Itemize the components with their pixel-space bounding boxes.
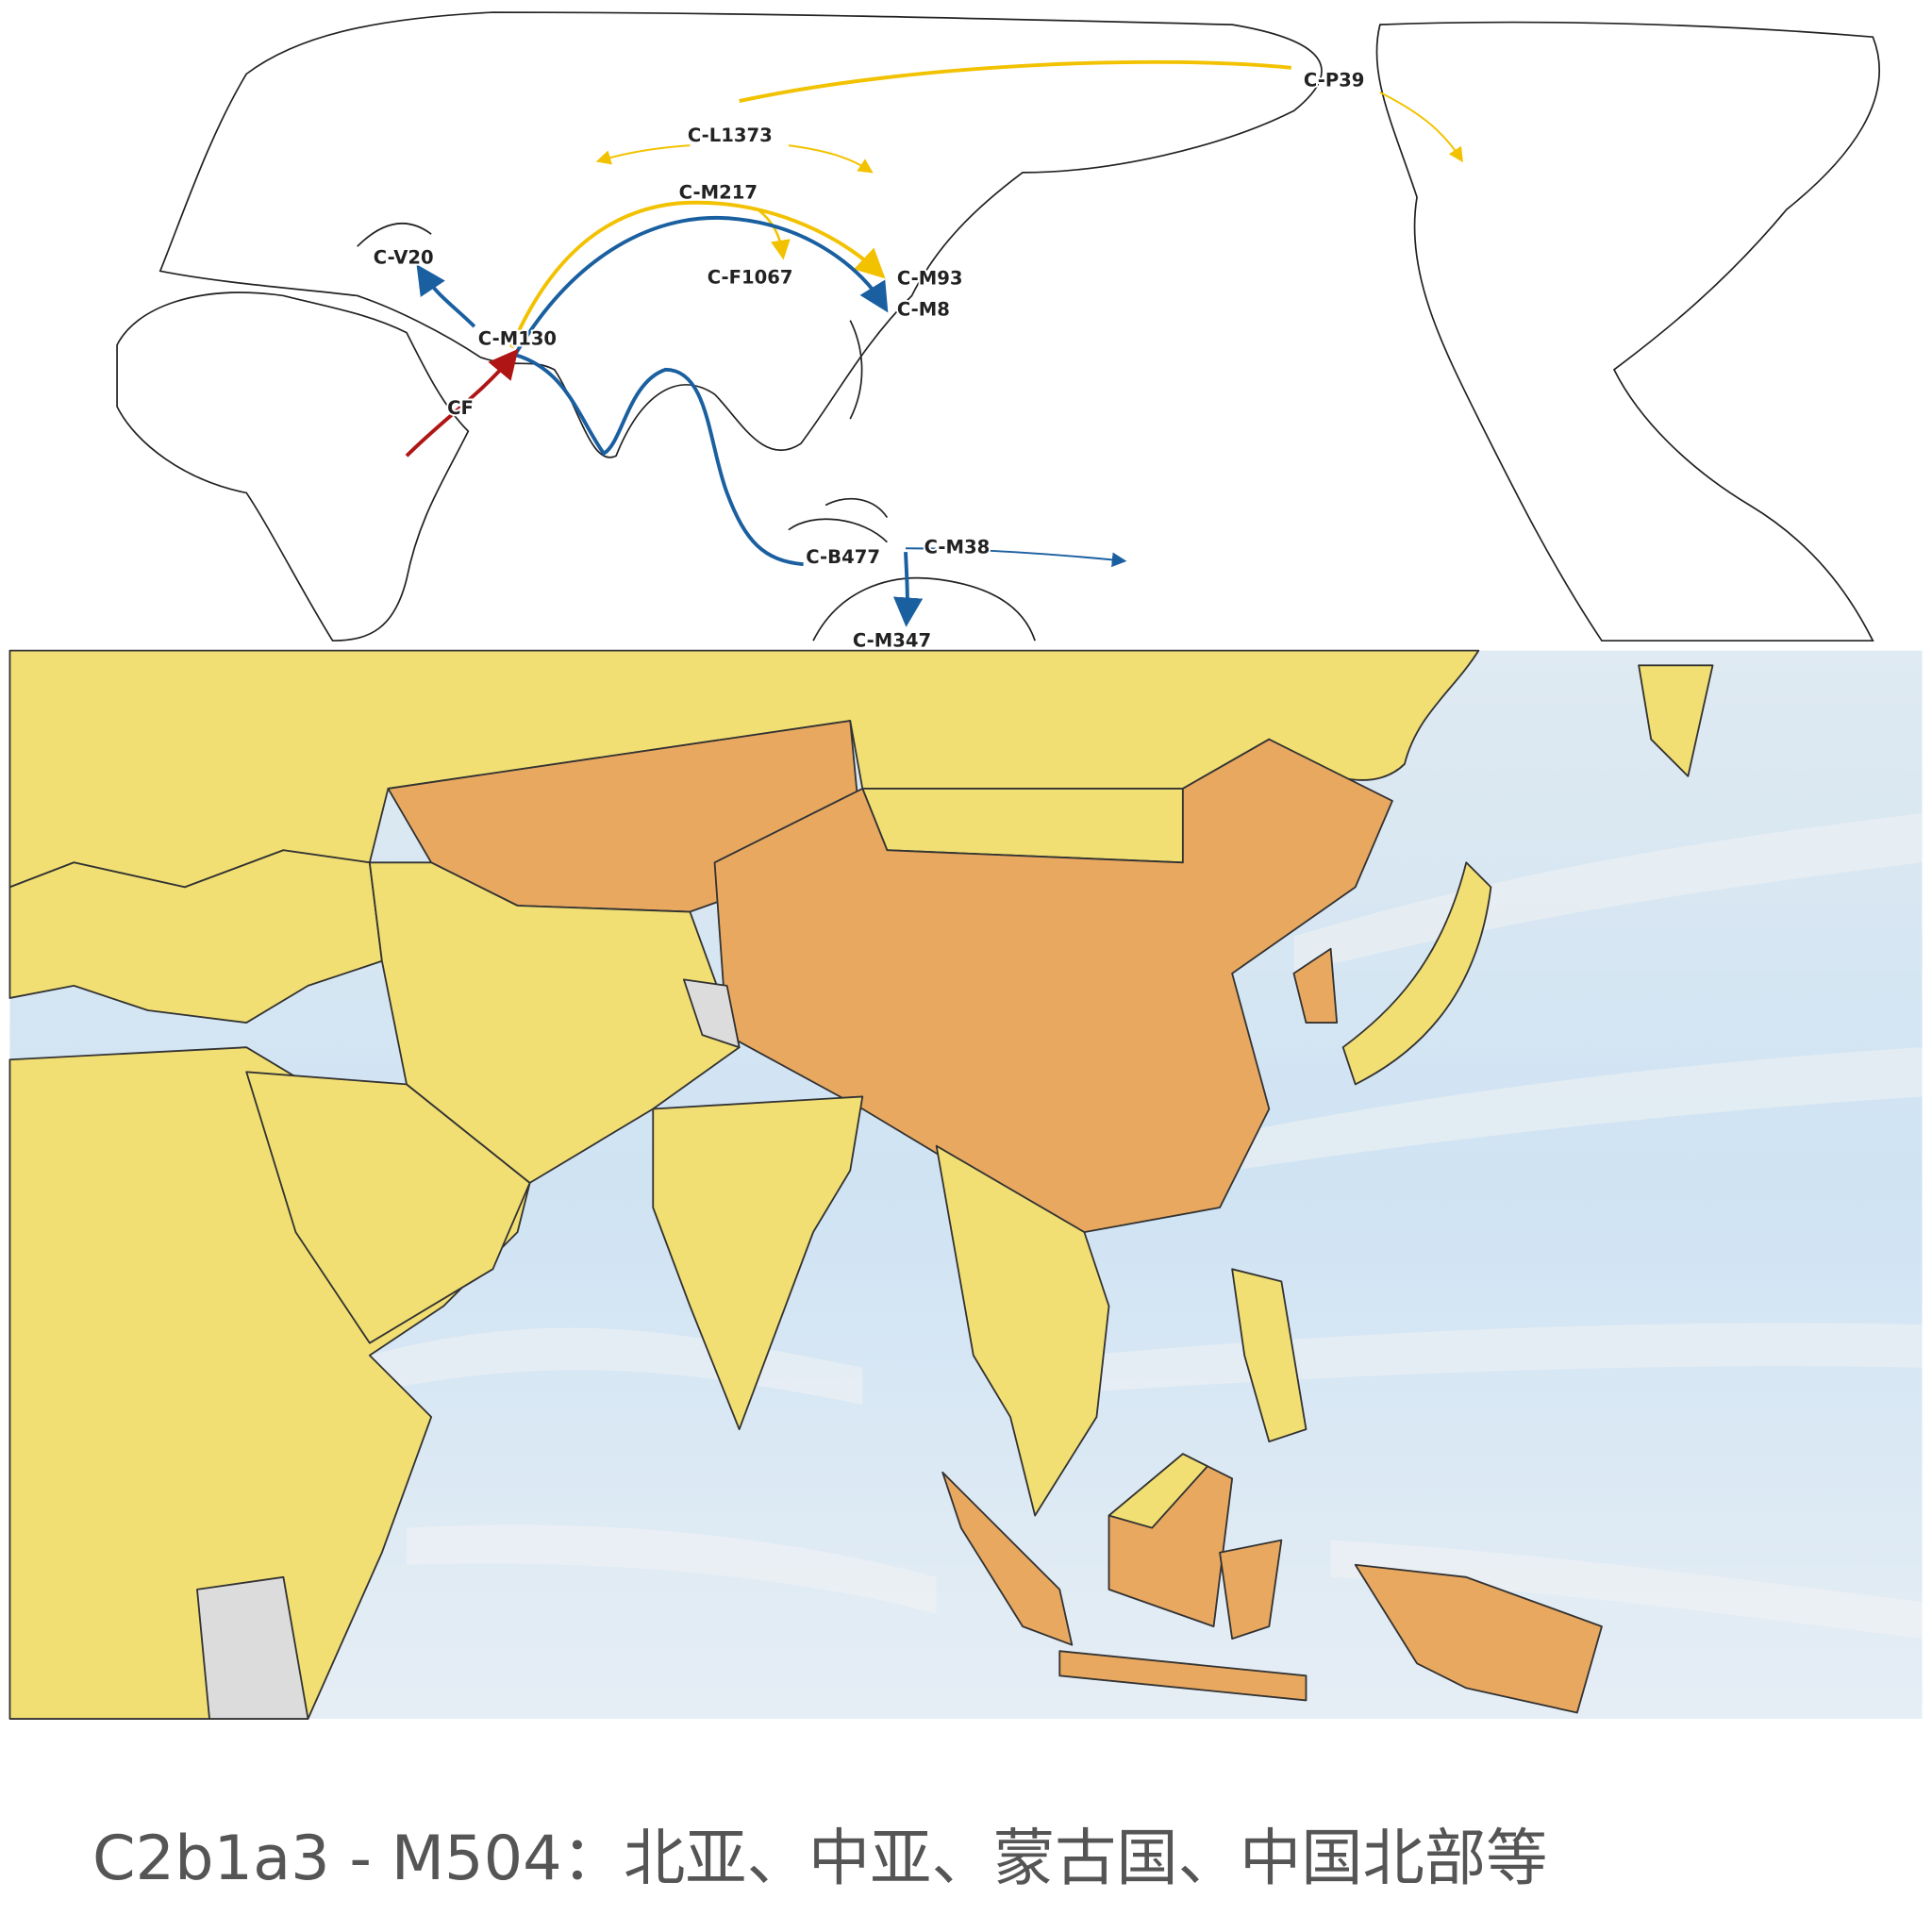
countries — [8, 649, 1714, 1720]
route-label: C-M8 — [897, 298, 950, 320]
migration-map: C-P39 C-L1373 C-M217 C-V20 C-F1067 C-M93 C-M8 C… — [9, 0, 1923, 654]
map-background — [9, 0, 1923, 641]
migration-routes — [405, 59, 1463, 627]
route-labels: C-P39 C-L1373 C-M217 C-V20 C-F1067 C-M93 C-M8 C… — [372, 67, 1367, 653]
route-label: C-P39 — [1304, 69, 1365, 91]
route-label: C-M93 — [897, 268, 963, 290]
caption: C2b1a3 - M504：北亚、中亚、蒙古国、中国北部等 — [92, 1823, 1547, 1894]
distribution-map — [8, 649, 1923, 1720]
route-label: C-M347 — [853, 630, 931, 652]
route-label: C-M217 — [679, 181, 758, 203]
route-label: C-M38 — [924, 536, 991, 558]
route-label: CF — [447, 397, 474, 419]
route-label: C-F1067 — [708, 266, 793, 288]
route-label: C-B477 — [806, 546, 880, 568]
route-label: C-L1373 — [688, 125, 773, 146]
route-label: C-M130 — [478, 328, 557, 350]
route-label: C-V20 — [374, 247, 434, 269]
